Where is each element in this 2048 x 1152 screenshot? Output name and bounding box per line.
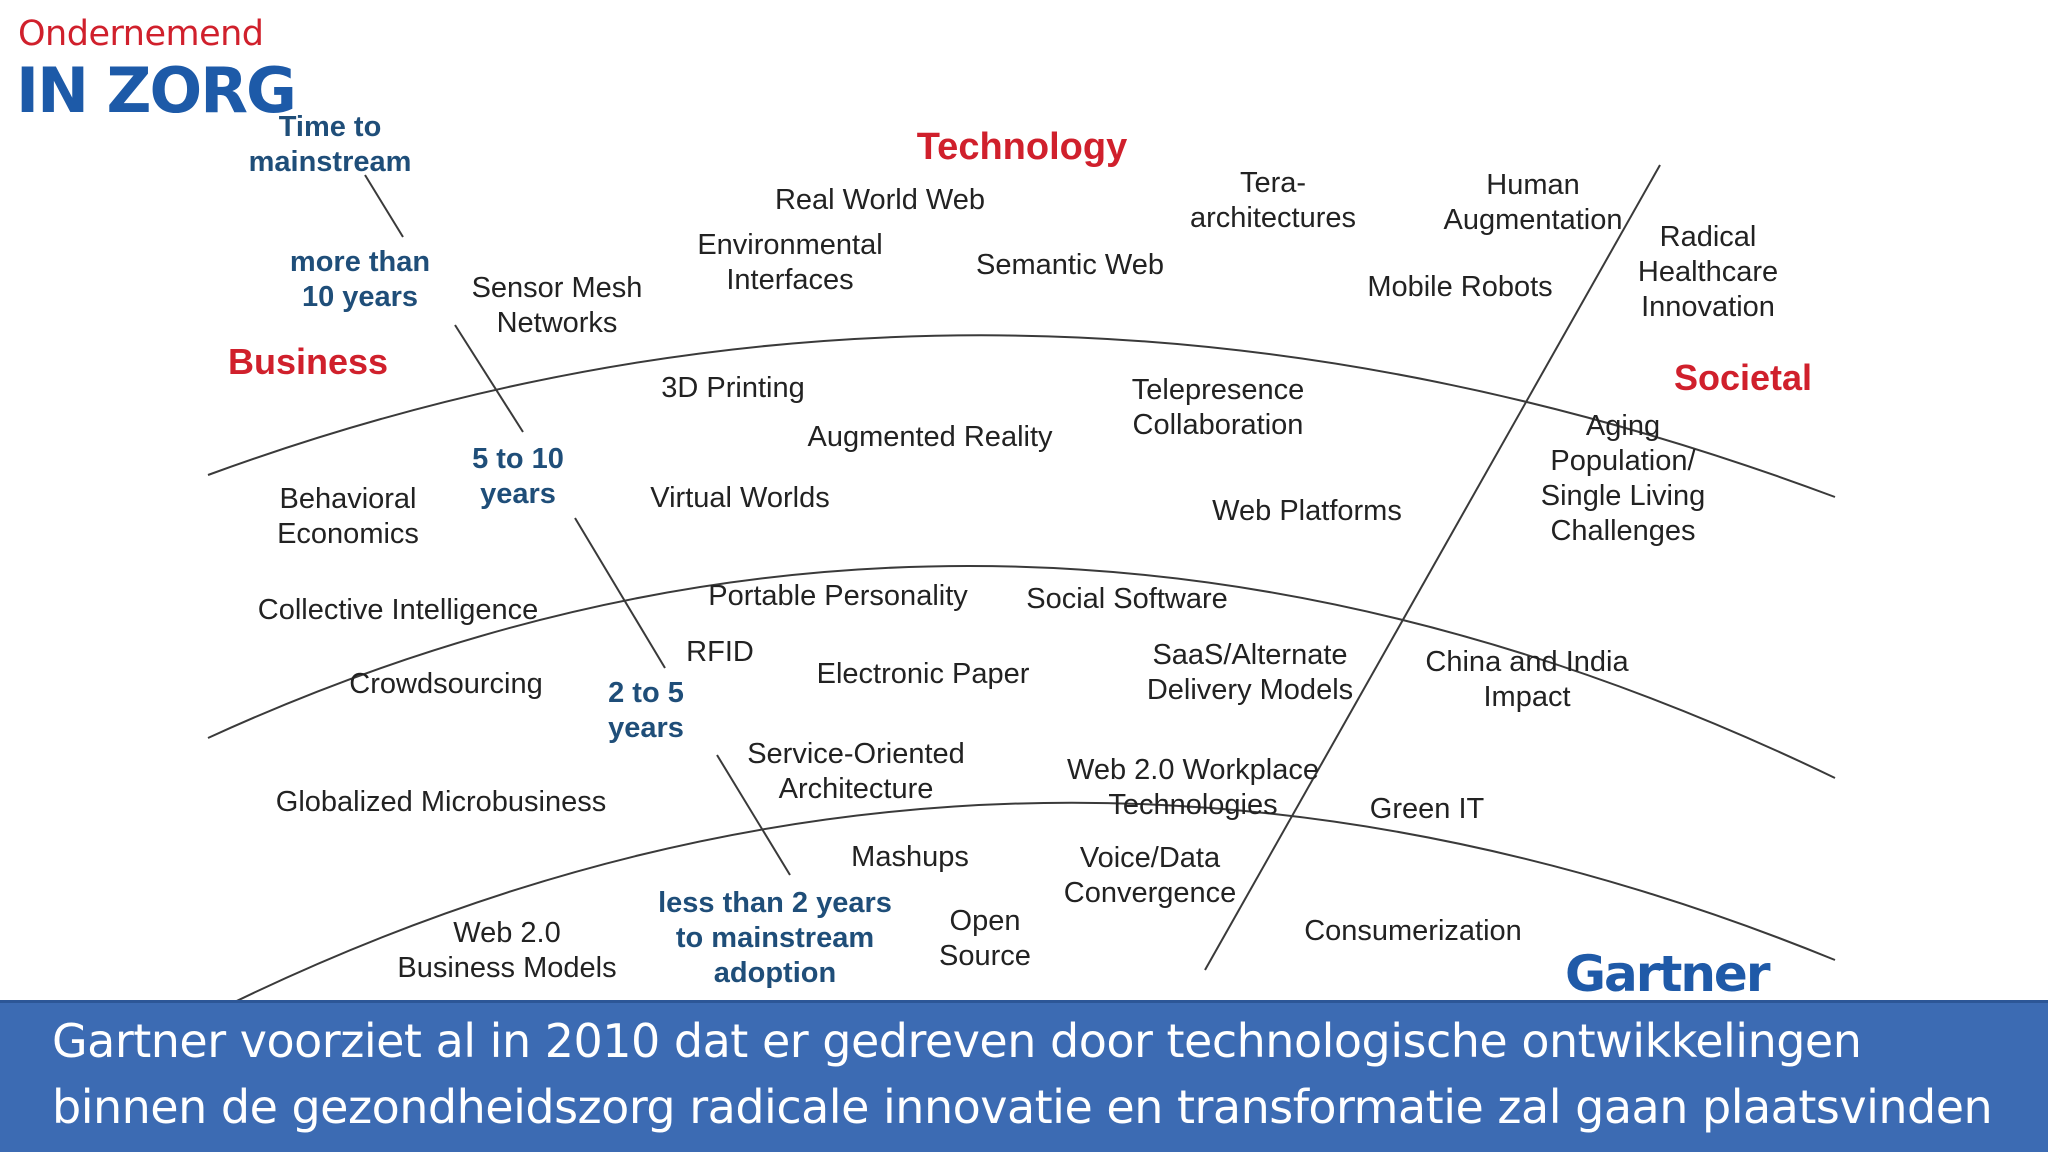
axis-segment-1 xyxy=(364,174,404,238)
axis-segment-4 xyxy=(716,754,791,876)
item-social-software: Social Software xyxy=(1026,583,1228,615)
item-voice-data-convergence: Voice/Data Convergence xyxy=(1063,842,1237,909)
item-environmental-interfaces: Environmental Interfaces xyxy=(697,229,883,296)
sector-societal: Societal xyxy=(1673,357,1813,398)
2-to-5-years-label: 2 to 5 years xyxy=(608,677,684,744)
item-web20-workplace-technologies: Web 2.0 Workplace Technologies xyxy=(1067,754,1319,821)
item-saas-delivery-models: SaaS/Alternate Delivery Models xyxy=(1146,639,1354,706)
item-radical-healthcare-innovation: Radical Healthcare Innovation xyxy=(1637,221,1779,323)
item-electronic-paper: Electronic Paper xyxy=(816,658,1030,690)
item-real-world-web: Real World Web xyxy=(774,184,986,216)
item-mobile-robots: Mobile Robots xyxy=(1367,271,1553,303)
time-to-mainstream-label: Time to mainstream xyxy=(248,111,412,178)
item-tera-architectures: Tera-architectures xyxy=(1189,167,1357,234)
logo-tagline: Ondernemend xyxy=(18,14,264,54)
item-human-augmentation: Human Augmentation xyxy=(1443,169,1623,236)
item-semantic-web: Semantic Web xyxy=(975,249,1165,281)
divider-technology-societal xyxy=(1204,164,1661,971)
ring-more-than-10-years xyxy=(207,334,1836,498)
item-augmented-reality: Augmented Reality xyxy=(807,421,1053,453)
item-behavioral-economics: Behavioral Economics xyxy=(277,483,419,550)
item-aging-population: Aging Population/Single Living Challenges xyxy=(1540,410,1706,547)
item-telepresence-collaboration: Telepresence Collaboration xyxy=(1131,374,1305,441)
sector-technology: Technology xyxy=(916,126,1128,168)
item-globalized-microbusiness: Globalized Microbusiness xyxy=(275,786,607,818)
ring-5-to-10-years xyxy=(207,564,1836,779)
item-green-it: Green IT xyxy=(1369,793,1485,825)
item-virtual-worlds: Virtual Worlds xyxy=(650,482,830,514)
item-service-oriented-architecture: Service-Oriented Architecture xyxy=(747,738,965,805)
logo-wordmark: IN ZORG xyxy=(16,54,297,127)
item-collective-intelligence: Collective Intelligence xyxy=(257,594,539,626)
item-open-source: Open Source xyxy=(939,905,1031,972)
item-crowdsourcing: Crowdsourcing xyxy=(349,668,543,700)
item-web-platforms: Web Platforms xyxy=(1212,495,1402,527)
caption-bar xyxy=(0,1000,2048,1152)
ring-2-to-5-years xyxy=(207,801,1836,1016)
item-sensor-mesh-networks: Sensor Mesh Networks xyxy=(471,272,643,339)
gartner-logo: Gartner xyxy=(1565,945,1771,1003)
axis-segment-3 xyxy=(574,517,666,669)
item-3d-printing: 3D Printing xyxy=(661,372,805,404)
item-web20-business-models: Web 2.0 Business Models xyxy=(397,917,617,984)
axis-segment-2 xyxy=(454,324,524,433)
caption-text: Gartner voorziet al in 2010 dat er gedre… xyxy=(52,1014,1993,1134)
item-china-india-impact: China and India Impact xyxy=(1425,646,1629,713)
more-than-10-years-label: more than 10 years xyxy=(289,246,431,313)
item-rfid: RFID xyxy=(686,636,754,668)
5-to-10-years-label: 5 to 10 years xyxy=(472,443,564,510)
item-mashups: Mashups xyxy=(851,841,969,873)
sector-business: Business xyxy=(227,341,389,382)
item-consumerization: Consumerization xyxy=(1304,915,1522,947)
less-than-2-years-label: less than 2 years to mainstream adoption xyxy=(658,887,892,989)
item-portable-personality: Portable Personality xyxy=(708,580,968,612)
